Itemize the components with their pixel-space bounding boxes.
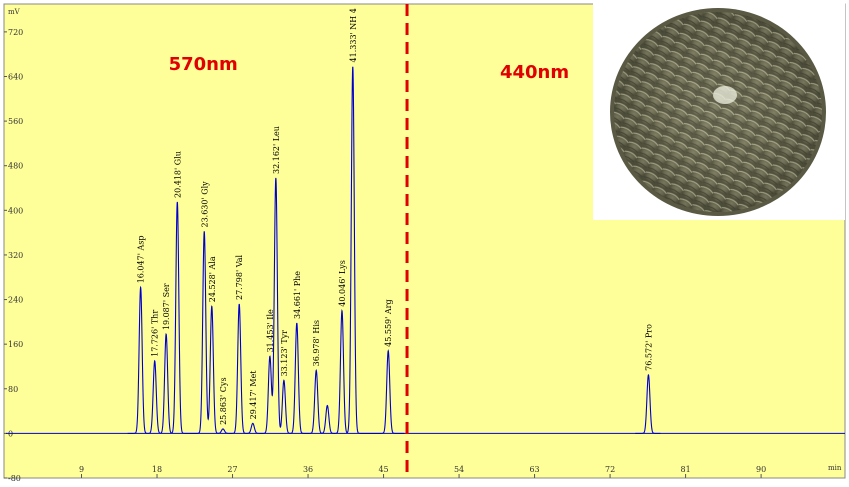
chromatogram-trace	[127, 66, 661, 434]
peak-label: 41.333' NH 4	[349, 8, 358, 62]
peak-label: 36.978' His	[312, 320, 321, 366]
peak-label: 27.798' Val	[235, 254, 244, 300]
peak-label: 40.046' Lys	[338, 260, 347, 307]
peak-label: 76.572' Pro	[644, 324, 653, 371]
x-tick-label: 54	[454, 465, 464, 474]
x-unit-label: min	[828, 464, 842, 472]
x-tick-label: 36	[303, 465, 313, 474]
x-tick-label: 63	[529, 465, 539, 474]
x-tick-label: 72	[605, 465, 615, 474]
y-tick-label: 400	[8, 206, 23, 215]
y-tick-label: 640	[8, 72, 23, 81]
peak-label: 34.661' Phe	[293, 271, 302, 319]
y-unit-label: mV	[8, 8, 21, 16]
peak-label: 33.123' Tyr	[280, 330, 289, 377]
y-tick-label: 720	[8, 28, 23, 37]
x-tick-label: 27	[227, 465, 237, 474]
peak-label: 16.047' Asp	[137, 236, 146, 284]
peak-label: 19.087' Ser	[162, 283, 171, 330]
peak-label: 31.453' Ile	[266, 309, 275, 352]
tea-cake-photo	[593, 3, 845, 220]
peak-label: 20.418' Glu	[173, 151, 182, 198]
region-label-440nm: 440nm	[500, 62, 569, 83]
x-tick-label: 18	[152, 465, 162, 474]
peak-label: 45.559' Arg	[384, 299, 393, 346]
peak-label: 32.162' Leu	[272, 126, 281, 174]
y-tick-label: 560	[8, 117, 23, 126]
x-tick-label: 81	[680, 465, 690, 474]
y-tick-label: 480	[8, 162, 23, 171]
peak-label: 23.630' Gly	[200, 181, 209, 228]
x-tick-label: 90	[756, 465, 766, 474]
y-tick-label: -80	[8, 474, 21, 483]
x-tick-label: 9	[79, 465, 84, 474]
x-tick-label: 45	[378, 465, 388, 474]
y-axis: -80080160240320400480560640720	[4, 28, 23, 483]
region-label-570nm: 570nm	[169, 54, 238, 75]
x-axis: 9 18 27 36 45 54 63 72 81 90	[79, 465, 766, 478]
y-tick-label: 240	[8, 296, 23, 305]
peak-label: 25.863' Cys	[219, 377, 228, 424]
y-tick-label: 80	[8, 385, 18, 394]
peak-label: 17.726' Thr	[151, 310, 160, 357]
y-tick-label: 320	[8, 251, 23, 260]
peak-label: 29.417' Met	[249, 370, 258, 420]
y-tick-label: 160	[8, 340, 23, 349]
peak-label: 24.528' Ala	[208, 256, 217, 302]
